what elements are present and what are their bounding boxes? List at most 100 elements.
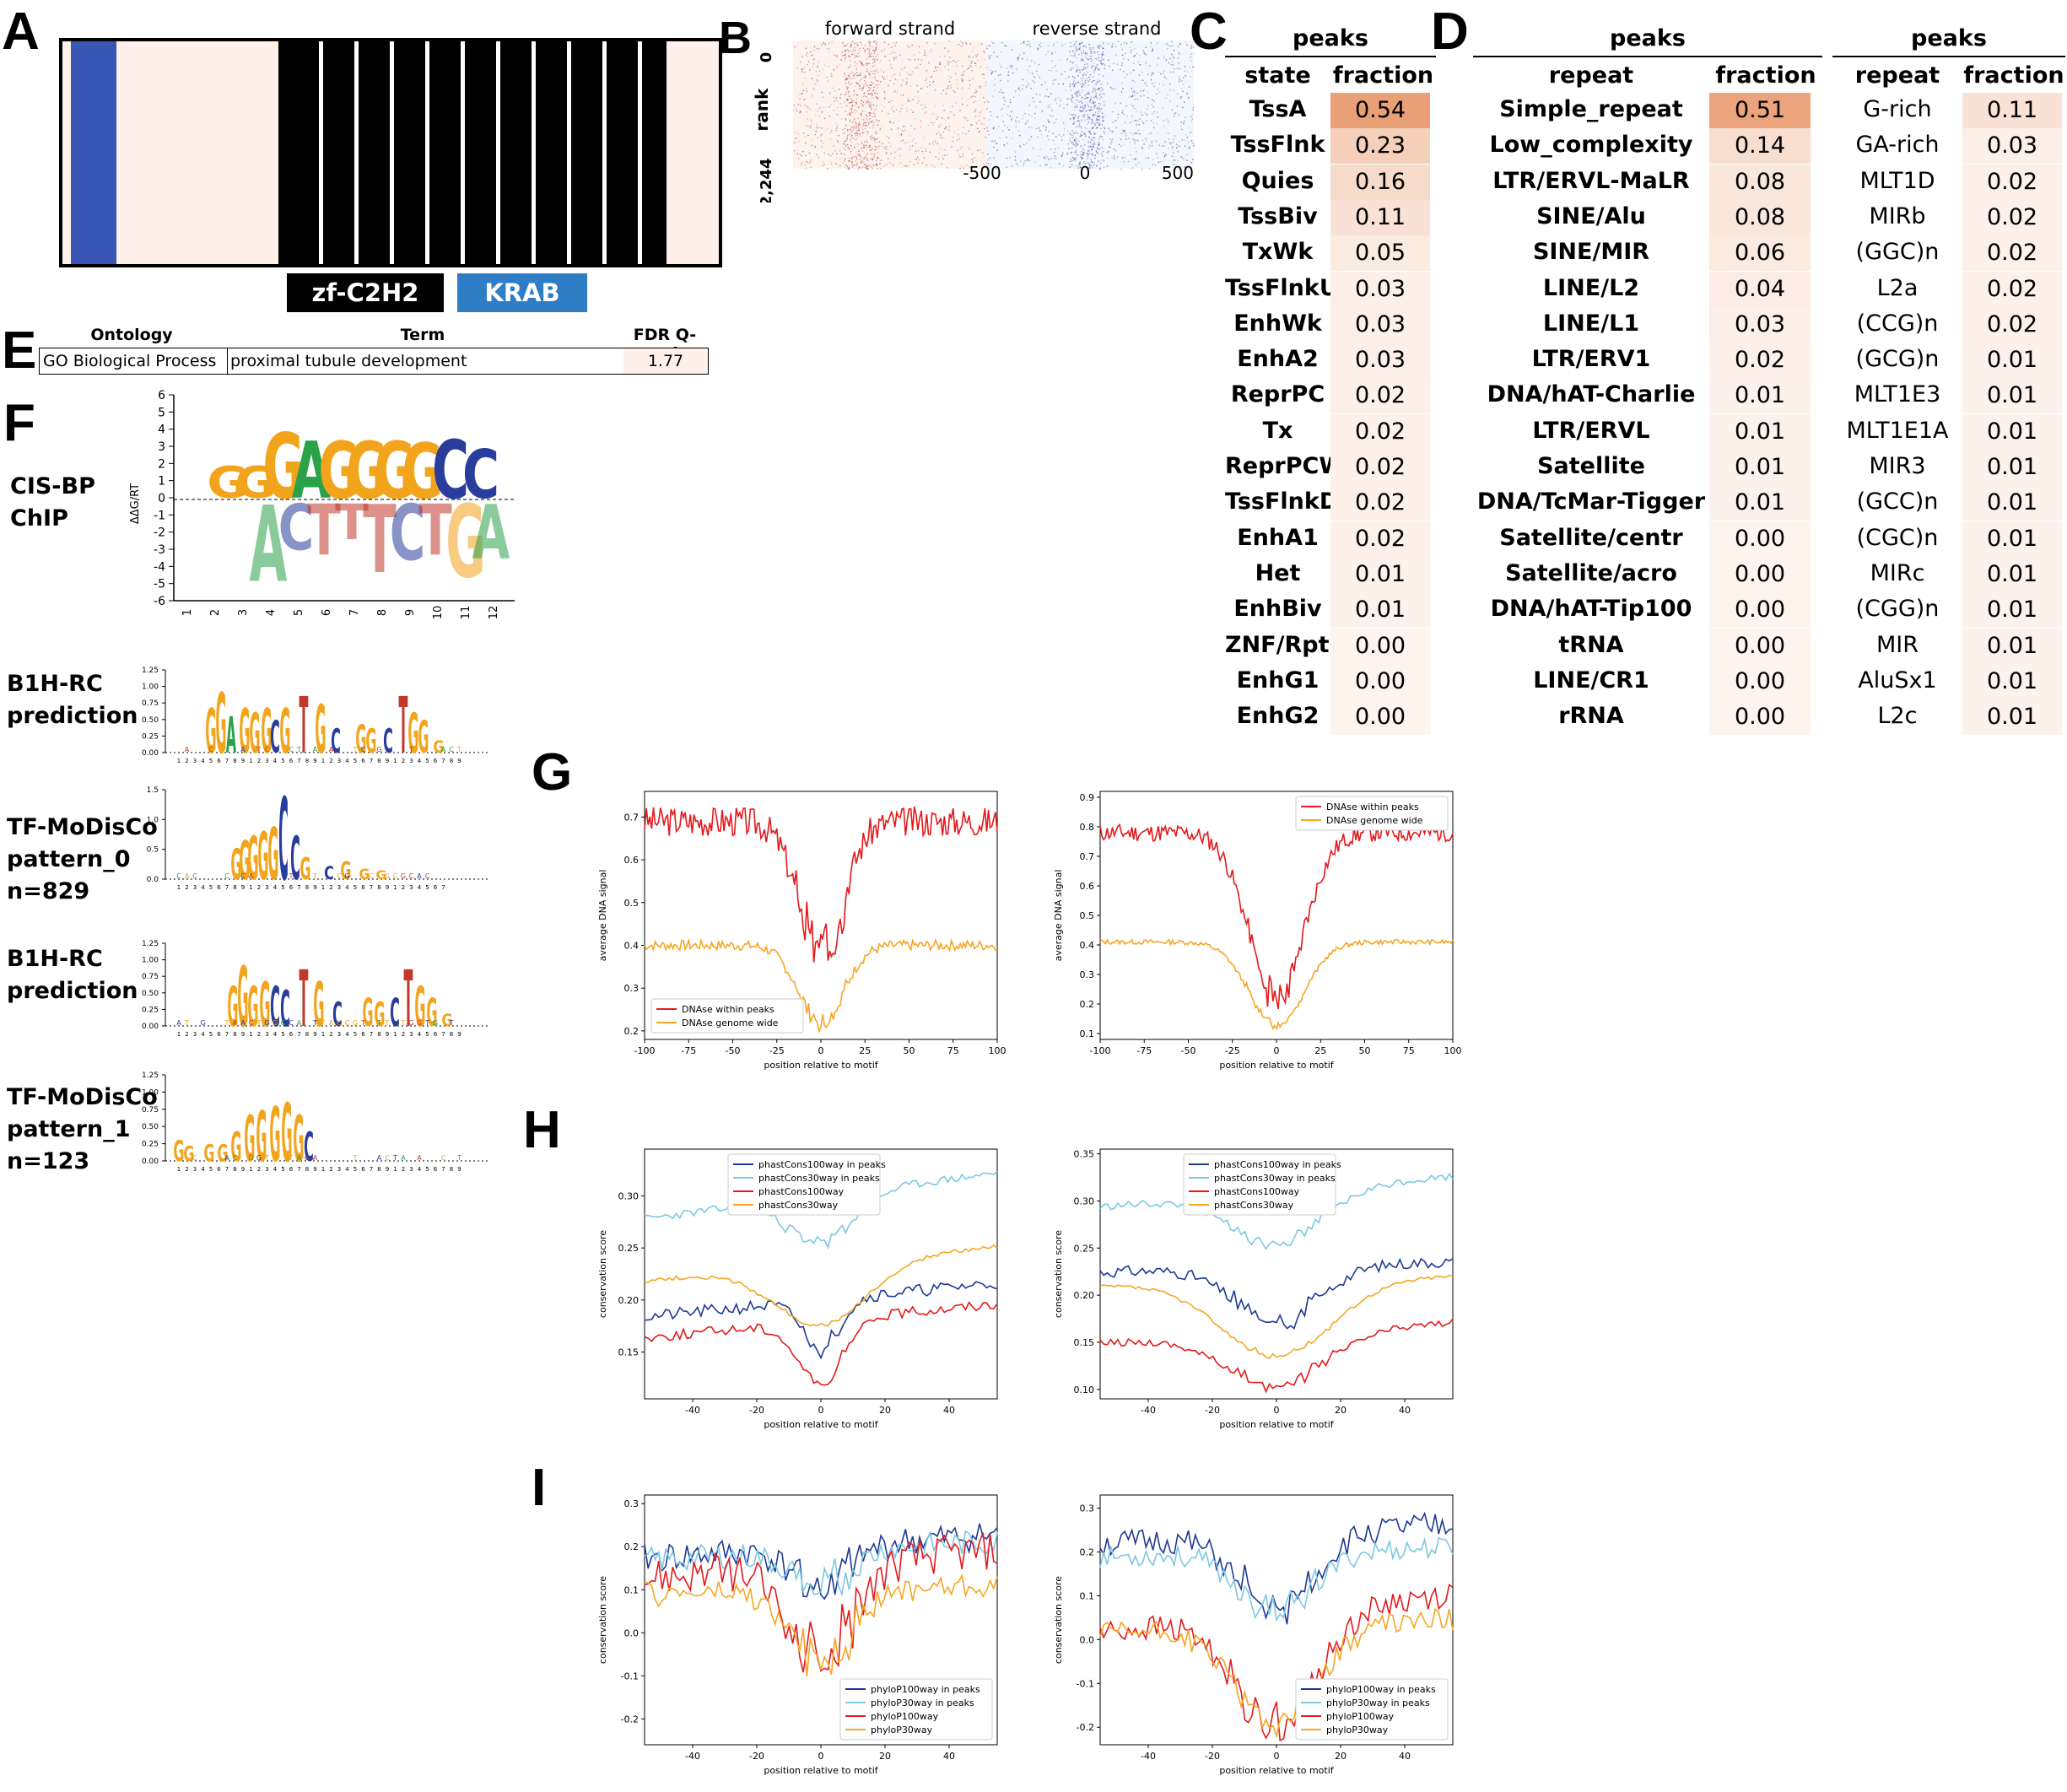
x-axis-label: position relative to motif bbox=[1219, 1765, 1334, 1776]
logo-position-label: 1 bbox=[177, 758, 181, 764]
x-tick-label: 20 bbox=[1335, 1405, 1347, 1416]
logo-letter: C bbox=[390, 991, 400, 1036]
y-tick-label: 0.15 bbox=[618, 1347, 640, 1358]
logo-position-label: 2 bbox=[257, 884, 261, 891]
logo-tick-label: 0.00 bbox=[142, 1158, 159, 1166]
logo-letter: G bbox=[433, 737, 444, 757]
x-tick-label: -40 bbox=[685, 1405, 700, 1416]
panel-label-d: D bbox=[1431, 3, 1469, 61]
logo-position-label: 4 bbox=[273, 1166, 278, 1173]
logo-letter: G bbox=[248, 1154, 253, 1162]
logo-letter: T bbox=[256, 1019, 262, 1027]
logo-letter: T bbox=[335, 494, 369, 551]
logo-letter: T bbox=[401, 1019, 406, 1027]
logo-letter: G bbox=[256, 1154, 262, 1162]
table-row-name: (GCG)n bbox=[1855, 346, 1940, 373]
logo-letter: C bbox=[208, 746, 213, 753]
table-row-name: (GGC)n bbox=[1855, 239, 1940, 266]
table-row-value: 0.06 bbox=[1709, 235, 1811, 272]
logo-position-label: 7 bbox=[225, 1031, 229, 1038]
energy-tick-label: -2 bbox=[154, 526, 165, 540]
logo-position-label: 9 bbox=[313, 1031, 316, 1038]
table-row-name: (CGG)n bbox=[1855, 596, 1940, 623]
y-tick-label: 0.5 bbox=[1080, 910, 1095, 921]
x-tick-label: -40 bbox=[1141, 1405, 1156, 1416]
logo-letter: G bbox=[261, 698, 272, 768]
table-row-name: MIR3 bbox=[1869, 453, 1926, 479]
logo-position-label: 4 bbox=[418, 1031, 422, 1038]
table-row-value: 0.03 bbox=[1709, 306, 1811, 343]
table-row-value: 0.02 bbox=[1330, 521, 1430, 557]
table-row-name: DNA/TcMar-Tigger bbox=[1476, 488, 1706, 515]
logo-letter: G bbox=[365, 723, 376, 762]
logo-letter: A bbox=[240, 746, 246, 753]
x-tick-label: 20 bbox=[879, 1751, 891, 1762]
logo-letter: C bbox=[390, 488, 426, 578]
table-row-name: Satellite/centr bbox=[1499, 524, 1683, 551]
logo-position-label: 2 bbox=[329, 884, 332, 891]
logo-position-label: 6 bbox=[434, 758, 438, 764]
logo-letter: T bbox=[353, 746, 358, 753]
panel-label-c: C bbox=[1190, 3, 1228, 61]
logo-position-label: 9 bbox=[457, 1166, 461, 1173]
table-row-name: SINE/MIR bbox=[1532, 239, 1650, 266]
logo-letter: G bbox=[183, 1142, 194, 1166]
x-axis-label: position relative to motif bbox=[1219, 1060, 1334, 1071]
legend-entry: DNAse within peaks bbox=[682, 1004, 774, 1015]
logo-position-label: 9 bbox=[457, 1031, 461, 1038]
logo-letter: G bbox=[346, 427, 387, 517]
logo-letter: A bbox=[185, 746, 190, 753]
table-d2-rule bbox=[1832, 56, 2065, 57]
logo-letter: C bbox=[385, 1154, 390, 1162]
logo-position-label: 5 bbox=[281, 1031, 284, 1038]
logo-position-label: 6 bbox=[361, 884, 365, 891]
logo-letter: T bbox=[289, 1154, 294, 1162]
table-row-value: 0.08 bbox=[1709, 164, 1811, 200]
y-tick-label: 0.10 bbox=[1074, 1384, 1095, 1395]
legend-entry: phastCons100way in peaks bbox=[758, 1159, 886, 1170]
logo-letter: G bbox=[281, 1088, 292, 1176]
legend-entry: phyloP100way bbox=[871, 1711, 939, 1722]
logo-position-label: 5 bbox=[425, 884, 429, 891]
x-tick-label: 40 bbox=[943, 1405, 955, 1416]
logo-tick-label: 0.25 bbox=[142, 1006, 159, 1014]
y-tick-label: 0.0 bbox=[1080, 1634, 1095, 1645]
series-line bbox=[1099, 1584, 1454, 1741]
logo-letter: A bbox=[417, 872, 422, 880]
strand-heatmap: forward strand reverse strand rank 0 2,2… bbox=[726, 17, 1198, 202]
logo-position-label: 3 bbox=[265, 1031, 268, 1038]
y-tick-label: 0.7 bbox=[624, 812, 640, 823]
logo-letter: G bbox=[433, 1019, 438, 1027]
y-axis-label: average DNA signal bbox=[1053, 870, 1064, 962]
logo-position-label: 4 bbox=[345, 758, 349, 764]
logo-label-modisco-0: TF-MoDisCo pattern_0 n=829 bbox=[7, 812, 158, 908]
logo-letter: C bbox=[289, 746, 294, 753]
table-row-name: MLT1D bbox=[1859, 167, 1935, 194]
series-line bbox=[1099, 1257, 1454, 1330]
logo-position-label: 7 bbox=[225, 1166, 229, 1173]
logo-position-label: 1 bbox=[393, 1166, 397, 1173]
logo-position-label: 2 bbox=[329, 1031, 332, 1038]
energy-tick-label: -1 bbox=[154, 509, 165, 522]
legend-entry: phastCons30way in peaks bbox=[758, 1173, 880, 1184]
logo-letter: C bbox=[224, 872, 229, 880]
logo-letter: C bbox=[304, 1125, 314, 1171]
legend-entry: phastCons30way bbox=[1214, 1200, 1294, 1211]
repeat-family-table: peaks repeat fraction G-rich 0.11 GA-rich 0… bbox=[1832, 25, 2065, 742]
logo-position-label: 2 bbox=[402, 1031, 405, 1038]
logo-position-label: 3 bbox=[337, 1166, 341, 1173]
logo-label-line: prediction bbox=[7, 703, 138, 729]
y-axis-label: conservation score bbox=[1053, 1576, 1064, 1664]
logo-letter: G bbox=[441, 1011, 452, 1030]
table-row-value: 0.02 bbox=[1962, 164, 2062, 200]
logo-position-label: 8 bbox=[305, 1166, 309, 1173]
series-line bbox=[644, 1523, 998, 1600]
x-tick-label: 25 bbox=[1314, 1045, 1326, 1056]
x-tick-label: -25 bbox=[1225, 1045, 1240, 1056]
logo-letter: G bbox=[355, 718, 366, 763]
logo-letter: A bbox=[233, 1019, 238, 1027]
logo-letter: A bbox=[417, 1154, 422, 1162]
table-row-name: Satellite bbox=[1537, 453, 1645, 479]
logo-label-b1h-2: B1H-RC prediction bbox=[7, 943, 138, 1007]
y-tick-label: 0.1 bbox=[1080, 1028, 1095, 1039]
